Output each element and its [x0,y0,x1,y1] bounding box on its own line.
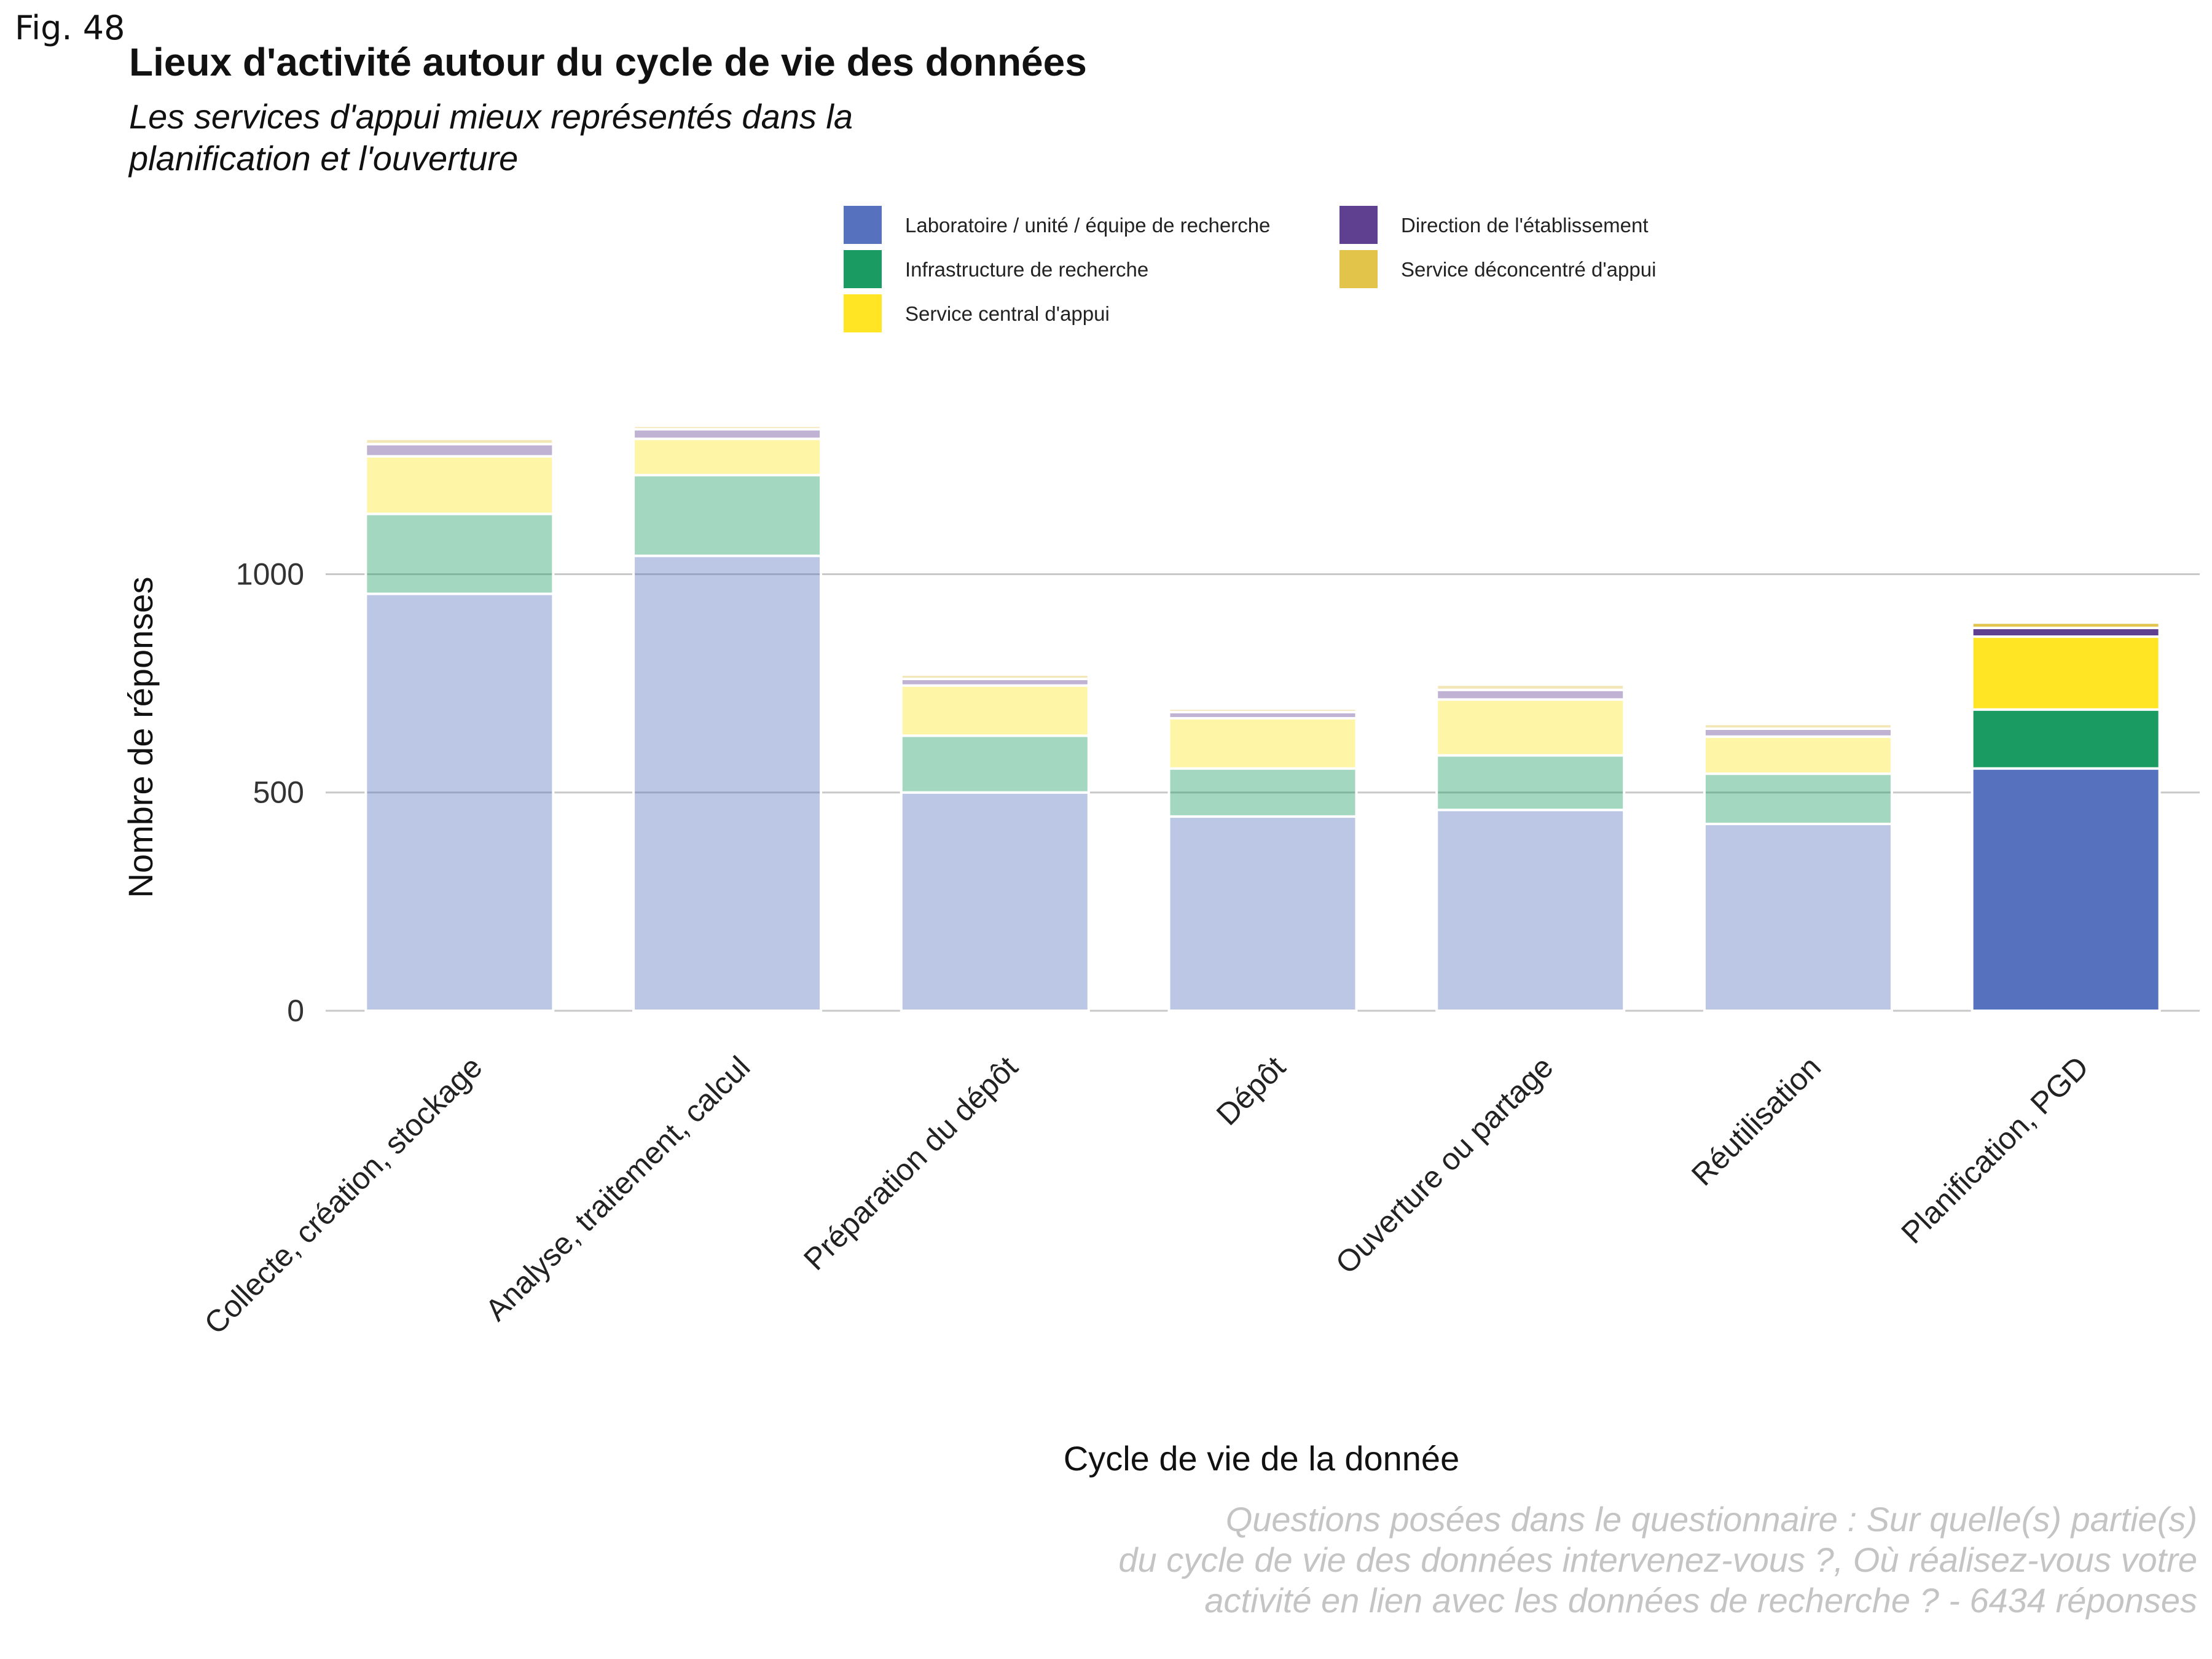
legend-swatch [844,250,882,288]
legend-label: Service central d'appui [905,302,1110,325]
y-tick-label: 500 [253,775,304,810]
bar-laboratoire-unite-equipe-de-recherche [1435,809,1626,1012]
bar-service-deconcentre-d-appui [1703,723,1893,730]
bar-laboratoire-unite-equipe-de-recherche [1971,767,2161,1012]
legend-label: Infrastructure de recherche [905,258,1148,281]
bar-infrastructure-de-recherche [1167,767,1358,818]
legend-swatch [1339,250,1378,288]
bar-service-deconcentre-d-appui [1971,621,2161,629]
bar-service-deconcentre-d-appui [632,424,823,431]
x-axis-title: Cycle de vie de la donnée [1064,1439,1459,1478]
bar-direction-de-l-etablissement [364,442,555,458]
x-tick-label: Préparation du dépôt [797,1049,1024,1277]
figure-label: Fig. 48 [15,9,125,47]
bar-infrastructure-de-recherche [900,734,1090,794]
legend-swatch [844,206,882,244]
x-tick-label: Ouverture ou partage [1329,1049,1560,1281]
legend-swatch [844,294,882,332]
y-axis-title: Nombre de réponses [121,577,160,898]
bar-service-deconcentre-d-appui [1167,707,1358,714]
x-tick-label: Dépôt [1210,1049,1292,1132]
chart-caption: Questions posées dans le questionnaire :… [1118,1500,2197,1620]
y-tick-label: 1000 [236,557,304,591]
bar-service-central-d-appui [900,684,1090,737]
bar-laboratoire-unite-equipe-de-recherche [632,554,823,1012]
legend: Laboratoire / unité / équipe de recherch… [844,206,1656,332]
bar-direction-de-l-etablissement [632,428,823,441]
bar-service-central-d-appui [364,455,555,516]
y-tick-labels: 0 500 1000 [236,557,304,1028]
chart-subtitle: Les services d'appui mieux représentés d… [129,97,853,178]
chart-title: Lieux d'activité autour du cycle de vie … [129,40,1087,84]
x-tick-label: Analyse, traitement, calcul [479,1049,756,1327]
bars [364,424,2161,1013]
legend-label: Direction de l'établissement [1401,214,1649,237]
bar-service-deconcentre-d-appui [1435,683,1626,691]
legend-label: Laboratoire / unité / équipe de recherch… [905,214,1270,237]
bar-service-deconcentre-d-appui [900,673,1090,681]
bar-laboratoire-unite-equipe-de-recherche [1167,815,1358,1012]
bar-laboratoire-unite-equipe-de-recherche [1703,822,1893,1013]
x-tick-label: Réutilisation [1685,1049,1827,1192]
bar-service-central-d-appui [1971,635,2161,711]
x-tick-label: Planification, PGD [1894,1049,2095,1250]
bar-direction-de-l-etablissement [1435,688,1626,701]
bar-laboratoire-unite-equipe-de-recherche [364,592,555,1012]
bar-laboratoire-unite-equipe-de-recherche [900,791,1090,1012]
bar-infrastructure-de-recherche [632,474,823,557]
x-tick-label: Collecte, création, stockage [198,1049,489,1341]
bar-infrastructure-de-recherche [1435,754,1626,812]
y-tick-label: 0 [287,994,304,1028]
bar-service-central-d-appui [1435,698,1626,757]
legend-swatch [1339,206,1378,244]
bar-infrastructure-de-recherche [364,512,555,595]
legend-label: Service déconcentré d'appui [1401,258,1656,281]
bar-infrastructure-de-recherche [1703,772,1893,825]
bar-service-deconcentre-d-appui [364,437,555,445]
bar-direction-de-l-etablissement [1971,626,2161,638]
bar-service-central-d-appui [632,437,823,477]
bar-service-central-d-appui [1703,735,1893,775]
bar-infrastructure-de-recherche [1971,708,2161,770]
bar-service-central-d-appui [1167,716,1358,770]
